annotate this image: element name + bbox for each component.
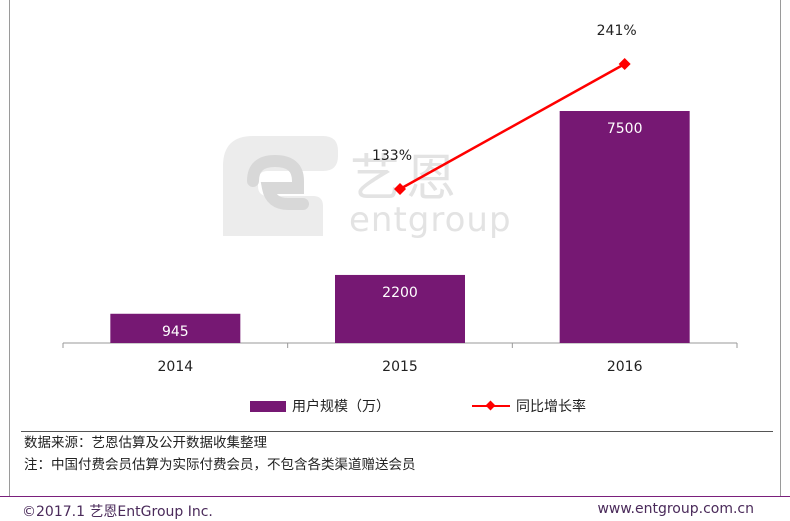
notes-box: 数据来源：艺恩估算及公开数据收集整理 注：中国付费会员估算为实际付费会员，不包含… (21, 431, 773, 489)
legend-bar-label: 用户规模（万） (292, 399, 390, 415)
legend-item-line: 同比增长率 (472, 396, 586, 416)
legend-item-bar: 用户规模（万） (250, 396, 390, 416)
chart-frame (9, 0, 781, 496)
x-axis-tick-label: 2016 (607, 359, 643, 375)
watermark-logo-icon (223, 136, 338, 236)
growth-point (394, 183, 406, 195)
legend-bar-swatch (250, 400, 286, 412)
growth-value-label: 241% (597, 23, 637, 39)
growth-line (399, 62, 626, 191)
bar-value-label: 2200 (382, 285, 418, 301)
copyright-text: ©2017.1 艺恩EntGroup Inc. (22, 504, 213, 520)
bar-value-label: 7500 (607, 121, 643, 137)
growth-point (618, 58, 631, 70)
legend: 用户规模（万） 同比增长率 (0, 396, 790, 416)
source-note: 数据来源：艺恩估算及公开数据收集整理 (24, 435, 267, 451)
bar-value-label: 945 (162, 324, 189, 340)
chart-plot: 945 2014 2200 2015 7500 2016 133% 241% (62, 23, 738, 375)
watermark-text: entgroup (349, 200, 512, 240)
watermark-brand: 艺恩 (350, 149, 462, 207)
bar-2014 (110, 313, 241, 343)
footer: ©2017.1 艺恩EntGroup Inc. www.entgroup.com… (0, 496, 790, 521)
bar-2016 (559, 111, 690, 343)
website-link[interactable]: www.entgroup.com.cn (597, 501, 754, 517)
footnote: 注：中国付费会员估算为实际付费会员，不包含各类渠道赠送会员 (24, 457, 416, 473)
x-axis-tick-label: 2015 (382, 359, 418, 375)
legend-line-swatch (472, 400, 510, 412)
legend-line-label: 同比增长率 (516, 399, 586, 415)
growth-value-label: 133% (372, 148, 412, 164)
x-axis-tick-label: 2014 (158, 359, 194, 375)
bar-2015 (335, 274, 465, 343)
